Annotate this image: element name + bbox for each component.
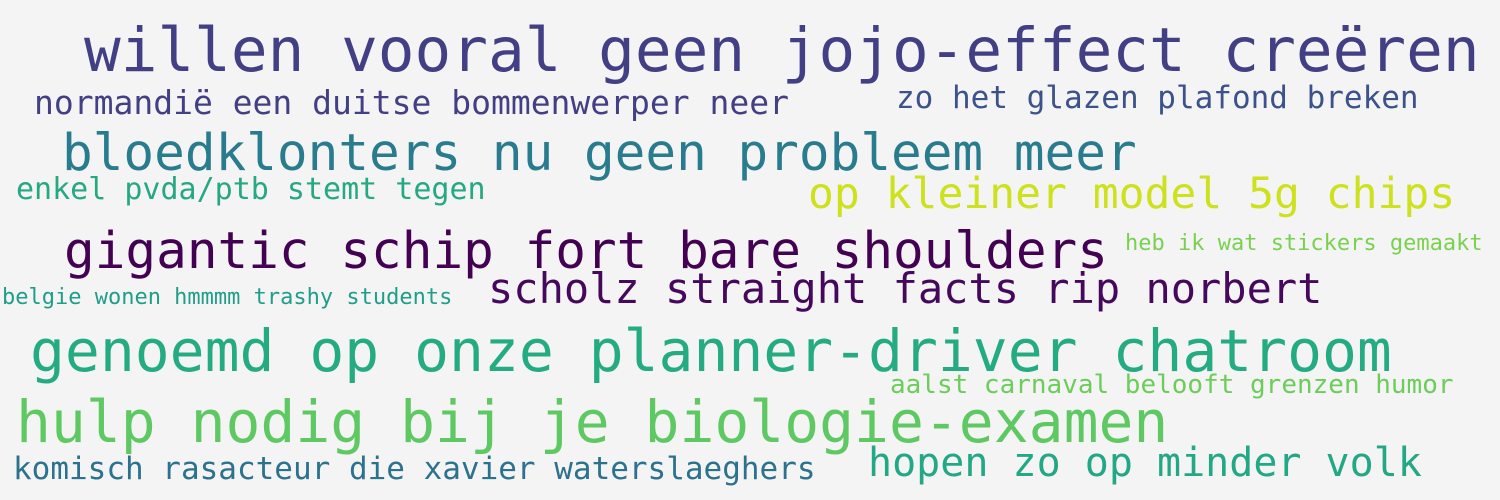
word-7: gigantic schip fort bare shoulders <box>64 222 1108 281</box>
word-5: enkel pvda/ptb stemt tegen <box>16 172 486 207</box>
word-15: hopen zo op minder volk <box>868 440 1422 486</box>
word-9: belgie wonen hmmmm trashy students <box>2 285 453 310</box>
word-12: aalst carnaval belooft grenzen humor <box>890 370 1454 400</box>
word-4: bloedklonters nu geen probleem meer <box>62 124 1137 183</box>
word-8: heb ik wat stickers gemaakt <box>1125 231 1483 256</box>
word-13: hulp nodig bij je biologie-examen <box>16 388 1169 456</box>
word-1: willen vooral geen jojo-effect creëren <box>84 15 1480 86</box>
word-10: scholz straight facts rip norbert <box>488 264 1323 313</box>
word-2: normandië een duitse bommenwerper neer <box>34 83 789 122</box>
word-11: genoemd op onze planner-driver chatroom <box>30 317 1392 385</box>
word-6: op kleiner model 5g chips <box>808 169 1456 219</box>
word-3: zo het glazen plafond breken <box>896 80 1419 116</box>
word-14: komisch rasacteur die xavier waterslaegh… <box>13 451 816 487</box>
